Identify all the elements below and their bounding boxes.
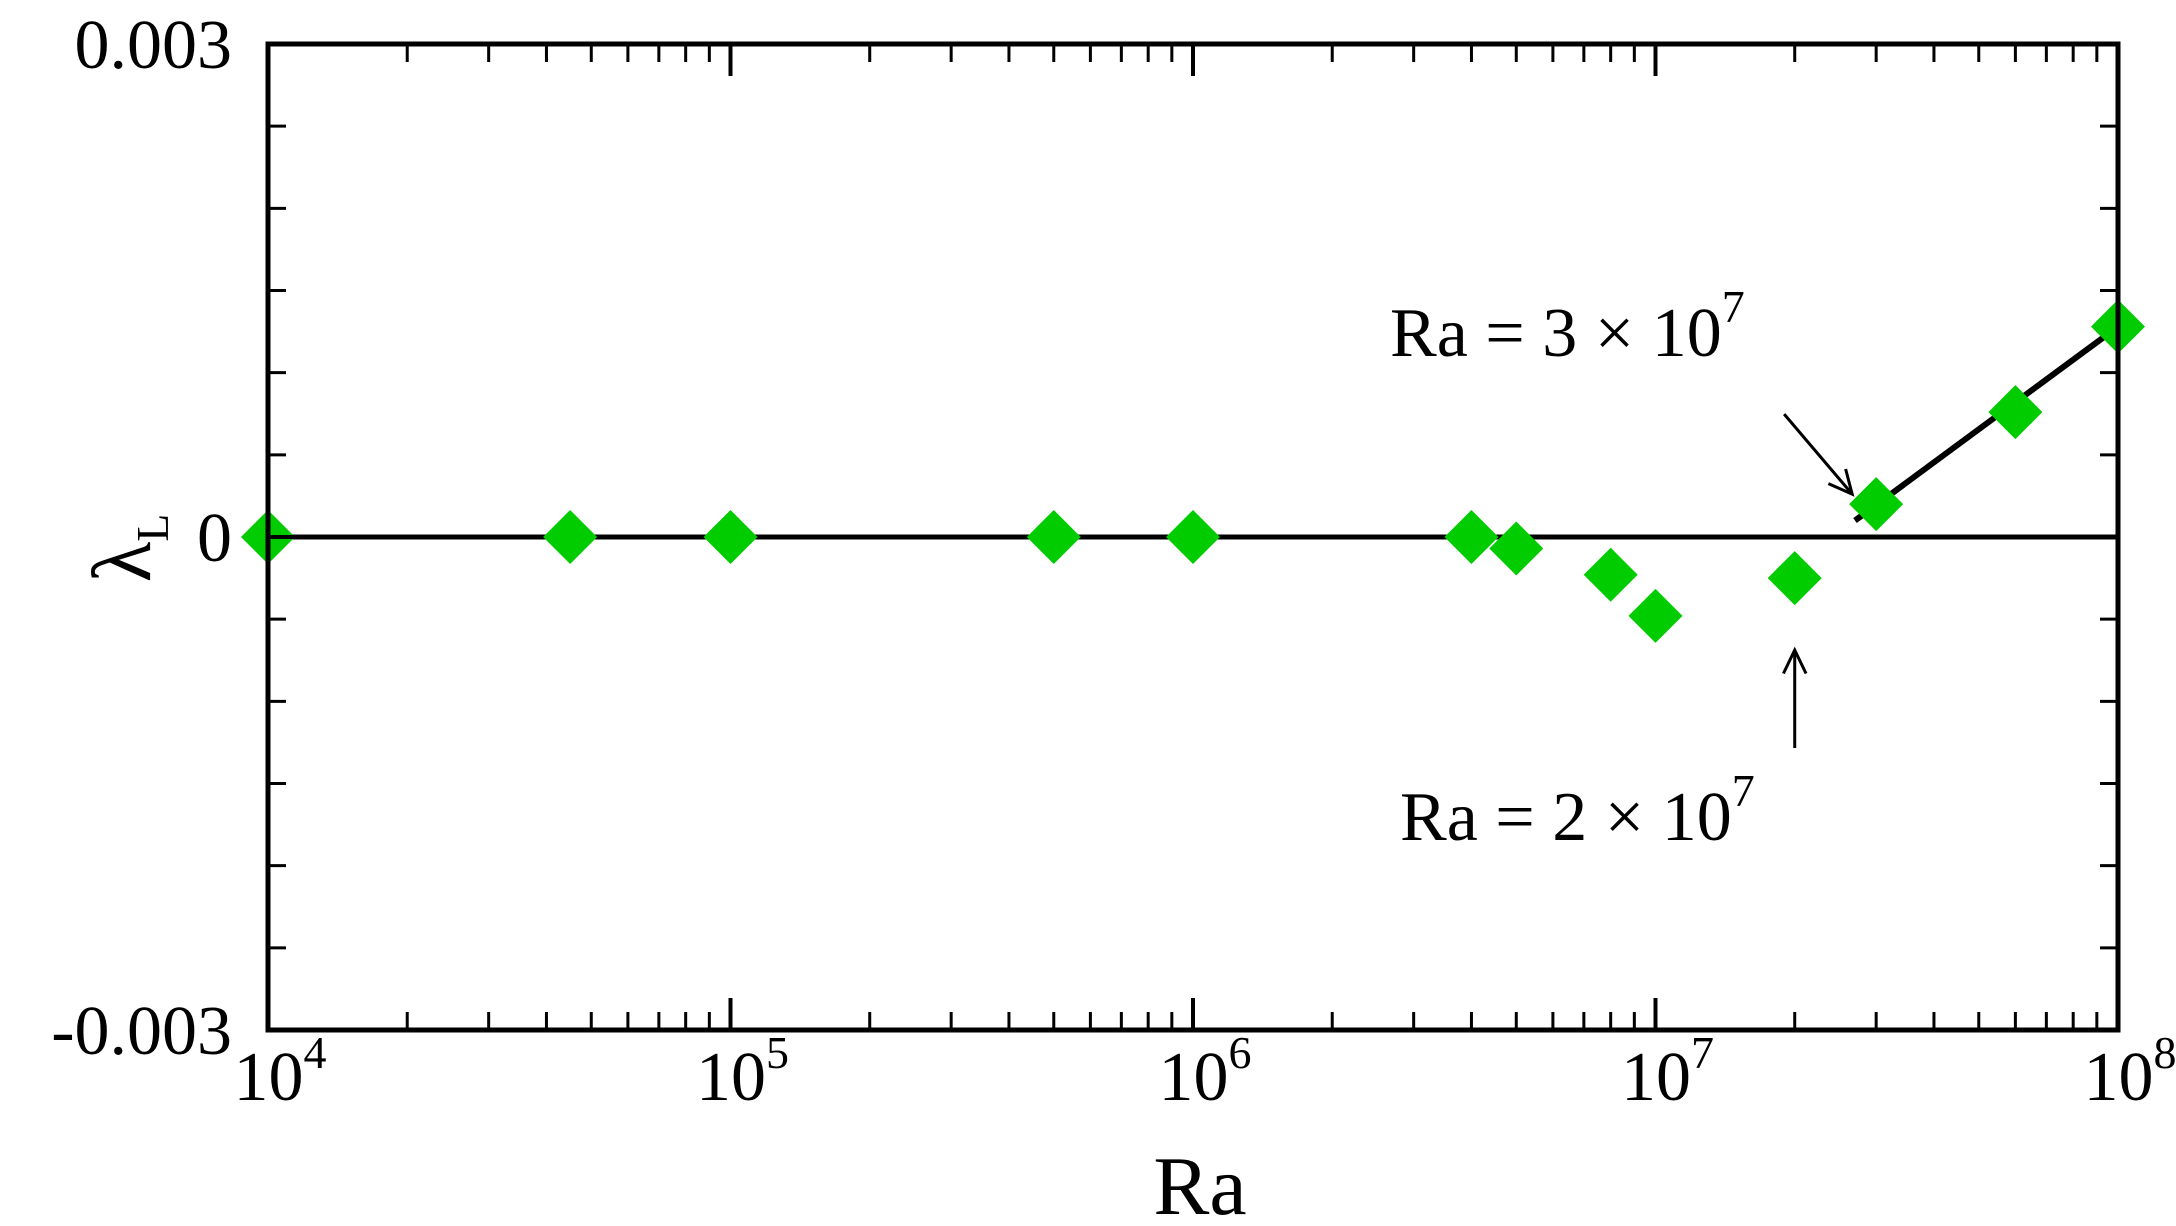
y-ticks: 0.003 0 -0.003 [51, 7, 2118, 1070]
x-tick-label: 107 [1621, 1027, 1714, 1116]
data-point [1628, 588, 1683, 643]
data-point [1444, 510, 1499, 564]
annotation-label: Ra = 3 × 107 [1390, 281, 1745, 372]
x-tick-label: 108 [2084, 1027, 2176, 1116]
data-point [1849, 477, 1904, 532]
fit-line [1853, 324, 2120, 523]
data-point [1767, 551, 1822, 606]
y-tick-label: 0 [197, 500, 232, 577]
annotation-arrow-shaft [1783, 413, 1854, 496]
x-tick-label: 104 [234, 1027, 327, 1116]
annotation-ra-2e7: Ra = 2 × 107 [1400, 646, 1808, 856]
annotation-arrow-head [1827, 468, 1855, 497]
points-layer [241, 299, 2145, 643]
y-axis-title: λL [76, 514, 178, 583]
data-point [703, 510, 758, 564]
y-tick-label: -0.003 [51, 993, 232, 1070]
data-point [1166, 510, 1220, 564]
data-point [1026, 510, 1081, 564]
fit-layer [268, 324, 2120, 540]
x-ticks: 104 105 106 107 108 [234, 44, 2176, 1116]
x-tick-label: 106 [1159, 1027, 1252, 1116]
y-tick-label: 0.003 [75, 7, 233, 84]
data-point [1583, 547, 1638, 602]
annotation-ra-3e7: Ra = 3 × 107 [1390, 281, 1855, 497]
data-point [543, 510, 598, 564]
data-point [1489, 521, 1544, 576]
y-axis-title-main: λ [76, 541, 169, 582]
annotation-label: Ra = 2 × 107 [1400, 765, 1755, 856]
x-axis-title: Ra [1153, 1140, 1246, 1226]
y-axis-title-sub: L [127, 514, 178, 542]
minor-ticks [268, 44, 2118, 1030]
data-point [1988, 385, 2043, 440]
annotation-arrow-head [1782, 646, 1808, 675]
x-tick-label: 105 [696, 1027, 789, 1116]
annotations: Ra = 3 × 107 Ra = 2 × 107 [1390, 281, 1855, 856]
